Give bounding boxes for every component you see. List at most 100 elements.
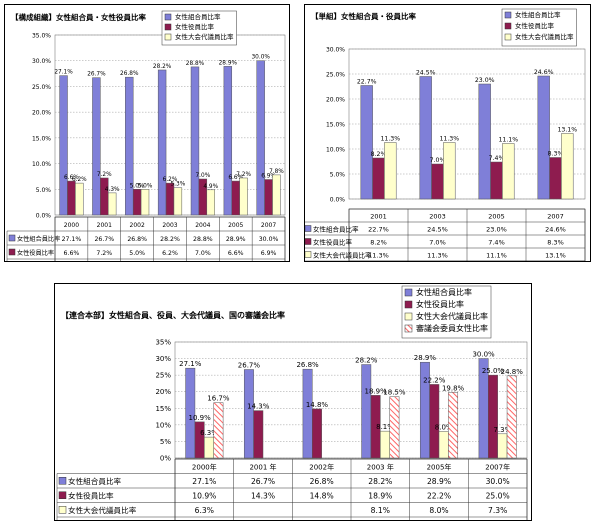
bar	[125, 76, 134, 216]
bar	[223, 66, 233, 216]
y-tick-label: 15.0%	[32, 135, 51, 142]
table-series-label: 審議会委員女性比率	[68, 519, 137, 520]
bar	[231, 180, 240, 216]
table-cell: 28.2%	[160, 236, 180, 243]
legend-label: 女性組合員比率	[416, 287, 472, 297]
table-cell: 8.2%	[370, 238, 387, 246]
table-legend-key	[305, 238, 312, 245]
bar	[370, 395, 381, 459]
x-tick-label: 2004	[195, 222, 210, 229]
table-series-label: 女性組合員比率	[68, 476, 122, 486]
bar	[194, 421, 205, 459]
data-label: 5.0%	[130, 183, 145, 189]
bar	[190, 66, 200, 216]
chart-title: 【連合本部】女性組合員、役員、大会代議員、国の審議会比率	[61, 310, 285, 320]
table-series-label: 女性組合員比率	[313, 224, 359, 233]
bar	[389, 396, 400, 459]
bar	[380, 430, 390, 459]
data-label: 4.9%	[203, 184, 218, 190]
data-label: 28.2%	[355, 357, 378, 365]
data-label: 4.3%	[105, 187, 120, 193]
data-label: 30.0%	[472, 351, 495, 359]
bar	[107, 192, 117, 216]
x-tick-label: 2003	[429, 212, 446, 220]
x-tick-label: 2003 年	[367, 462, 394, 471]
data-label: 5.0%	[138, 183, 153, 189]
y-tick-label: 30.0%	[326, 47, 345, 54]
table-cell: 28.2%	[368, 477, 392, 486]
bar	[429, 384, 440, 459]
legend-label: 女性組合員比率	[175, 12, 221, 21]
legend-label: 女性大会代議員比率	[175, 32, 234, 41]
chart-title: 【構成組織】女性組合員・女性役員比率	[11, 12, 146, 22]
legend-swatch	[404, 300, 413, 309]
table-cell: 25.0%	[486, 491, 510, 500]
data-label: 6.3%	[200, 429, 218, 437]
y-tick-label: 30%	[155, 355, 171, 363]
legend-swatch	[164, 23, 172, 31]
data-label: 5.3%	[171, 182, 186, 188]
table-cell: 5.0%	[129, 250, 145, 257]
x-tick-label: 2005	[488, 212, 505, 220]
data-label: 7.2%	[236, 172, 251, 178]
bar	[132, 189, 142, 216]
table-legend-key	[305, 251, 312, 258]
table-cell: 26.8%	[127, 236, 147, 243]
table-series-label: 女性大会代議員比率	[313, 250, 372, 259]
legend-swatch	[504, 33, 512, 41]
x-tick-label: 2007	[547, 212, 564, 220]
bar	[443, 142, 456, 200]
data-label: 7.4%	[489, 155, 505, 162]
bar	[67, 180, 76, 216]
legend-swatch	[164, 13, 172, 21]
table-cell: 8.3%	[547, 238, 564, 246]
y-tick-label: 10.0%	[32, 161, 51, 168]
data-label: 10.9%	[189, 414, 212, 422]
data-label: 11.3%	[439, 136, 459, 143]
x-tick-label: 2007	[261, 222, 276, 229]
bar	[256, 60, 265, 216]
legend-label: 女性組合員比率	[515, 10, 561, 19]
y-tick-label: 0%	[160, 455, 171, 463]
bar	[361, 364, 372, 459]
table-cell: 10.9%	[192, 491, 216, 500]
data-label: 19.8%	[442, 384, 465, 392]
data-label: 24.8%	[501, 368, 524, 376]
chart-rengo-hq: 【連合本部】女性組合員、役員、大会代議員、国の審議会比率 0% 5% 10% 15% 20…	[56, 285, 528, 520]
table-cell: 27.1%	[192, 477, 216, 486]
table-series-label: 女性役員比率	[68, 490, 114, 500]
data-label: 8.1%	[376, 423, 394, 431]
legend-swatch	[404, 324, 413, 333]
data-label: 26.7%	[238, 362, 261, 370]
data-label: 7.0%	[430, 157, 446, 164]
table-cell: 28.8%	[193, 236, 213, 243]
legend-swatch	[504, 11, 512, 19]
x-tick-label: 2000年	[192, 462, 217, 471]
y-tick-label: 10.0%	[326, 147, 345, 154]
bar	[488, 374, 498, 459]
legend-label: 女性役員比率	[175, 22, 215, 31]
data-label: 6.9%	[261, 174, 276, 180]
data-label: 8.3%	[548, 151, 564, 158]
data-label: 8.0%	[435, 423, 453, 431]
data-label: 28.9%	[219, 60, 238, 66]
table-cell: 14.3%	[251, 491, 275, 500]
table-cell: 28.9%	[427, 477, 451, 486]
bar	[384, 142, 397, 200]
table-legend-key	[58, 477, 67, 485]
data-label: 30.0%	[251, 55, 270, 61]
data-label: 28.2%	[153, 64, 172, 70]
bar	[140, 189, 150, 216]
bar	[204, 436, 214, 459]
table-cell: 26.7%	[94, 236, 114, 243]
table-series-label: 女性役員比率	[313, 237, 353, 246]
data-label: 14.3%	[247, 403, 270, 411]
x-tick-label: 2001 年	[249, 462, 276, 471]
table-series-label: 女性組合員比率	[17, 235, 60, 243]
data-label: 13.1%	[557, 127, 577, 134]
table-cell: 28.9%	[226, 236, 246, 243]
bar	[213, 402, 224, 459]
table-cell: 18.9%	[368, 491, 392, 500]
data-label: 7.2%	[97, 172, 112, 178]
data-label: 24.6%	[534, 69, 554, 76]
